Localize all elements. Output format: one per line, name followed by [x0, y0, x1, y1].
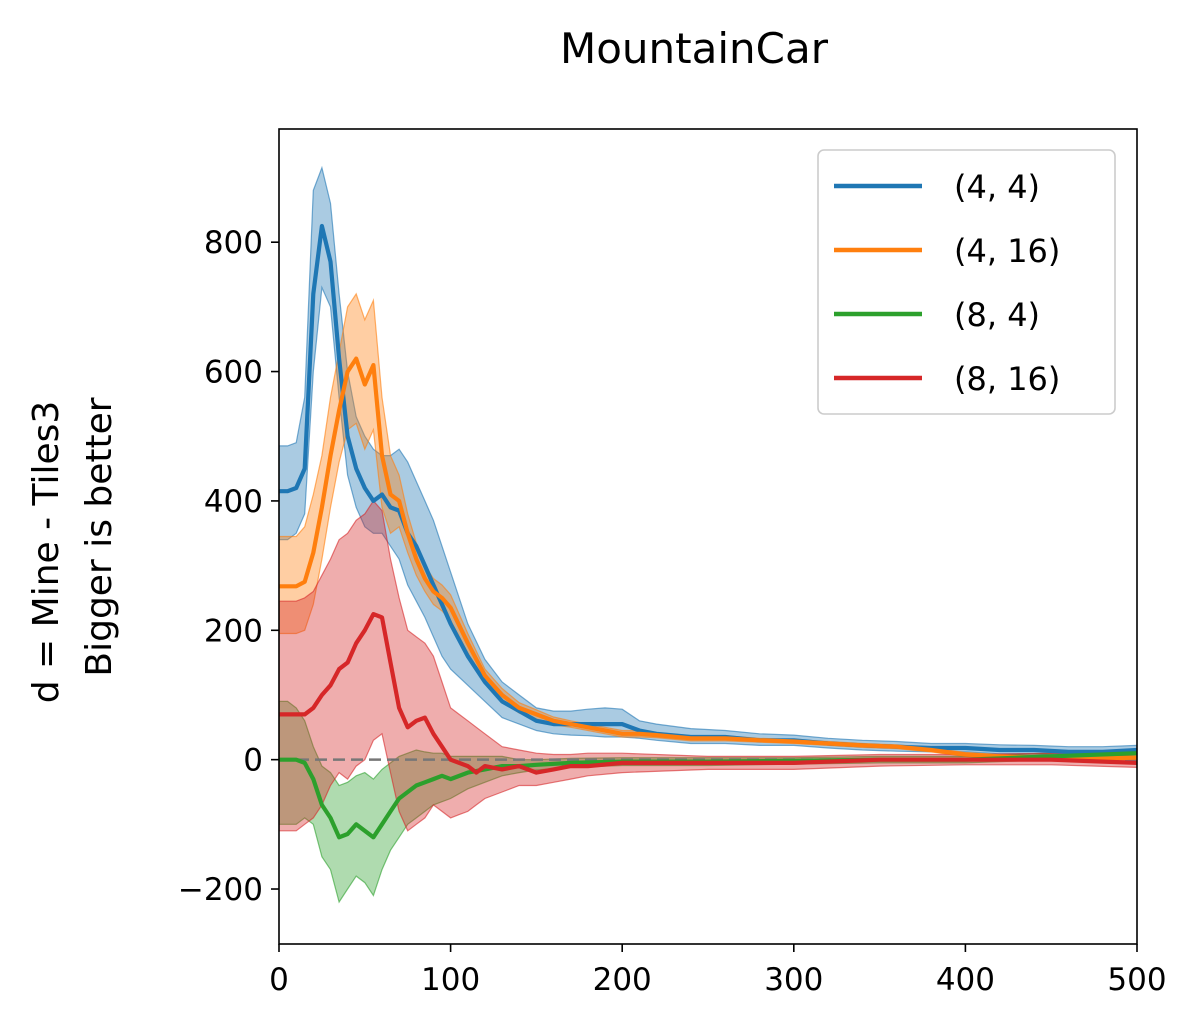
legend-label: (8, 4): [954, 296, 1040, 334]
band-4-4: [279, 165, 1137, 757]
y-tick-label: 400: [204, 484, 263, 520]
series-lines: [279, 223, 1137, 840]
y-tick-label: 0: [243, 743, 263, 779]
y-axis-label-line1: d = Mine - Tiles3: [26, 401, 67, 704]
legend: (4, 4) (4, 16) (8, 4) (8, 16): [817, 149, 1116, 415]
y-axis: −200 0 200 400 600 800: [178, 225, 279, 908]
band-8-16: [279, 499, 1137, 832]
legend-label: (4, 16): [954, 232, 1060, 270]
confidence-bands: [279, 165, 1137, 904]
y-tick-label: 200: [204, 613, 263, 649]
y-axis-label-line2: Bigger is better: [79, 397, 120, 676]
y-tick-label: 800: [204, 225, 263, 261]
band-8-4: [279, 700, 1137, 904]
plot-frame: [278, 128, 1138, 945]
x-tick-label: 500: [1107, 962, 1166, 998]
chart-title: MountainCar: [560, 24, 829, 73]
x-tick-label: 0: [269, 962, 289, 998]
x-tick-label: 100: [421, 962, 480, 998]
y-axis-label: d = Mine - Tiles3 Bigger is better: [26, 397, 120, 703]
band-4-16: [279, 292, 1137, 761]
legend-label: (8, 16): [954, 360, 1060, 398]
y-tick-label: −200: [178, 872, 263, 908]
line-4-16: [279, 356, 1137, 761]
x-tick-label: 200: [593, 962, 652, 998]
y-tick-label: 600: [204, 355, 263, 391]
line-8-16: [279, 611, 1137, 775]
legend-label: (4, 4): [954, 168, 1040, 206]
x-tick-label: 300: [764, 962, 823, 998]
legend-box: [817, 149, 1116, 415]
x-tick-label: 400: [936, 962, 995, 998]
x-axis: 0 100 200 300 400 500: [269, 944, 1167, 998]
